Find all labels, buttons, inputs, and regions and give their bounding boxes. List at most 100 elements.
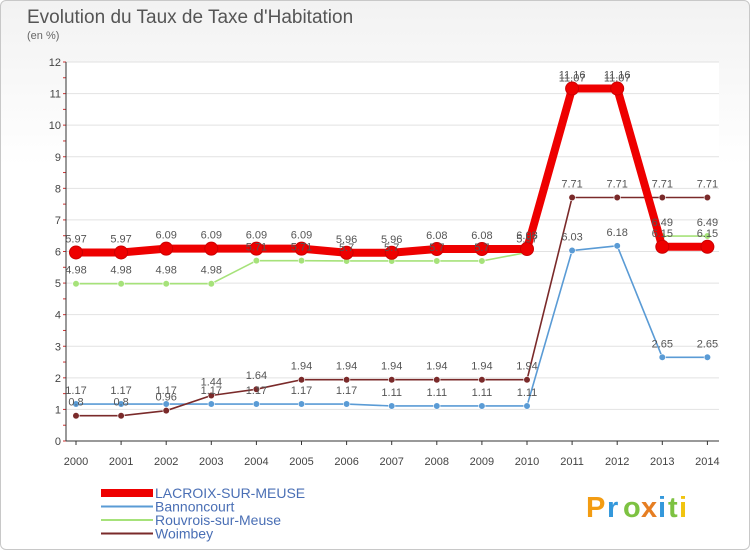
data-label: 2.65 bbox=[697, 338, 718, 350]
data-label: 1.17 bbox=[291, 385, 312, 397]
x-tick-label: 2013 bbox=[650, 456, 674, 468]
x-tick-label: 2014 bbox=[695, 456, 719, 468]
data-point bbox=[388, 376, 396, 384]
data-point bbox=[610, 81, 625, 96]
y-tick-label: 7 bbox=[55, 215, 61, 227]
data-label: 5.7 bbox=[474, 242, 489, 254]
data-label: 2.65 bbox=[652, 338, 673, 350]
data-point bbox=[703, 353, 712, 361]
series-lines bbox=[69, 81, 715, 420]
x-tick-label: 2002 bbox=[154, 456, 178, 468]
data-point bbox=[478, 257, 486, 265]
logo-letter: P bbox=[586, 492, 605, 524]
data-point bbox=[162, 280, 170, 288]
data-point bbox=[384, 245, 399, 260]
data-label: 7.71 bbox=[606, 178, 627, 190]
logo-letter: t bbox=[668, 492, 678, 524]
logo-letter: i bbox=[679, 492, 687, 524]
data-point bbox=[658, 193, 666, 202]
x-tick-label: 2006 bbox=[334, 456, 358, 468]
data-point bbox=[252, 257, 260, 265]
y-tick-label: 2 bbox=[55, 373, 61, 385]
data-label: 6.03 bbox=[561, 232, 582, 244]
data-point bbox=[343, 376, 351, 384]
data-point bbox=[433, 402, 441, 410]
data-label: 4.98 bbox=[110, 265, 131, 277]
data-label: 1.11 bbox=[427, 387, 448, 399]
data-label: 5.97 bbox=[65, 233, 86, 245]
data-point bbox=[523, 376, 531, 384]
data-label: 5.96 bbox=[336, 234, 357, 246]
data-label: 6.49 bbox=[697, 217, 718, 229]
x-tick-label: 2010 bbox=[515, 456, 539, 468]
x-tick-label: 2003 bbox=[199, 456, 223, 468]
data-point bbox=[565, 81, 580, 96]
data-label: 1.11 bbox=[381, 387, 402, 399]
data-point bbox=[249, 241, 264, 256]
data-point bbox=[478, 376, 486, 384]
data-point bbox=[114, 245, 129, 260]
data-label: 7.71 bbox=[561, 178, 582, 190]
data-point bbox=[162, 407, 170, 415]
data-label: 1.94 bbox=[426, 361, 447, 373]
data-label: 1.94 bbox=[381, 361, 402, 373]
y-tick-label: 6 bbox=[55, 247, 61, 259]
x-tick-label: 2001 bbox=[109, 456, 133, 468]
data-point bbox=[613, 242, 621, 250]
data-label: 5.7 bbox=[429, 242, 444, 254]
data-point bbox=[433, 376, 441, 384]
x-tick-label: 2000 bbox=[64, 456, 88, 468]
y-tick-label: 11 bbox=[50, 89, 61, 101]
data-label: 5.71 bbox=[246, 242, 267, 254]
data-label: 5.7 bbox=[339, 242, 354, 254]
data-point bbox=[117, 412, 125, 420]
y-tick-label: 1 bbox=[55, 404, 61, 416]
data-label: 5.7 bbox=[384, 242, 399, 254]
data-point bbox=[117, 400, 125, 408]
data-label: 11.16 bbox=[559, 70, 586, 82]
logo-letter: i bbox=[658, 492, 666, 524]
chart-title: Evolution du Taux de Taxe d'Habitation bbox=[27, 7, 354, 28]
data-point bbox=[72, 280, 80, 288]
data-label: 4.98 bbox=[65, 265, 86, 277]
data-point bbox=[204, 241, 219, 256]
data-point bbox=[388, 402, 396, 410]
data-label: 1.17 bbox=[201, 385, 222, 397]
data-label: 1.64 bbox=[246, 370, 267, 382]
logo-letter: r bbox=[607, 492, 618, 524]
data-label: 7.71 bbox=[697, 178, 718, 190]
data-label: 11.16 bbox=[604, 70, 631, 82]
data-point bbox=[700, 239, 715, 254]
data-point bbox=[297, 400, 306, 408]
data-label: 6.09 bbox=[155, 230, 176, 242]
data-label: 6.09 bbox=[291, 230, 312, 242]
data-point bbox=[613, 193, 621, 202]
data-label: 1.17 bbox=[110, 385, 131, 397]
legend: LACROIX-SUR-MEUSEBannoncourtRouvrois-sur… bbox=[101, 485, 305, 542]
data-point bbox=[474, 241, 489, 256]
data-label: 6.15 bbox=[652, 228, 673, 240]
data-point bbox=[117, 280, 125, 288]
data-label: 1.44 bbox=[201, 377, 222, 389]
data-label: 0.8 bbox=[113, 397, 128, 409]
data-label: 5.97 bbox=[110, 233, 131, 245]
logo-letter: x bbox=[641, 492, 657, 524]
y-tick-label: 10 bbox=[49, 120, 61, 132]
data-label: 1.11 bbox=[517, 387, 538, 399]
data-label: 6.08 bbox=[516, 230, 537, 242]
legend-label: Bannoncourt bbox=[155, 499, 235, 515]
data-point bbox=[159, 241, 174, 256]
data-point bbox=[72, 412, 80, 420]
y-tick-label: 5 bbox=[55, 278, 61, 290]
legend-label: LACROIX-SUR-MEUSE bbox=[155, 485, 305, 501]
x-tick-label: 2012 bbox=[605, 456, 629, 468]
data-label: 0.96 bbox=[155, 392, 176, 404]
x-tick-label: 2008 bbox=[425, 456, 449, 468]
data-label: 1.94 bbox=[336, 361, 357, 373]
data-label: 0.8 bbox=[68, 397, 83, 409]
y-tick-label: 8 bbox=[55, 183, 61, 195]
logo-letter: o bbox=[623, 492, 641, 524]
data-point bbox=[658, 353, 666, 361]
